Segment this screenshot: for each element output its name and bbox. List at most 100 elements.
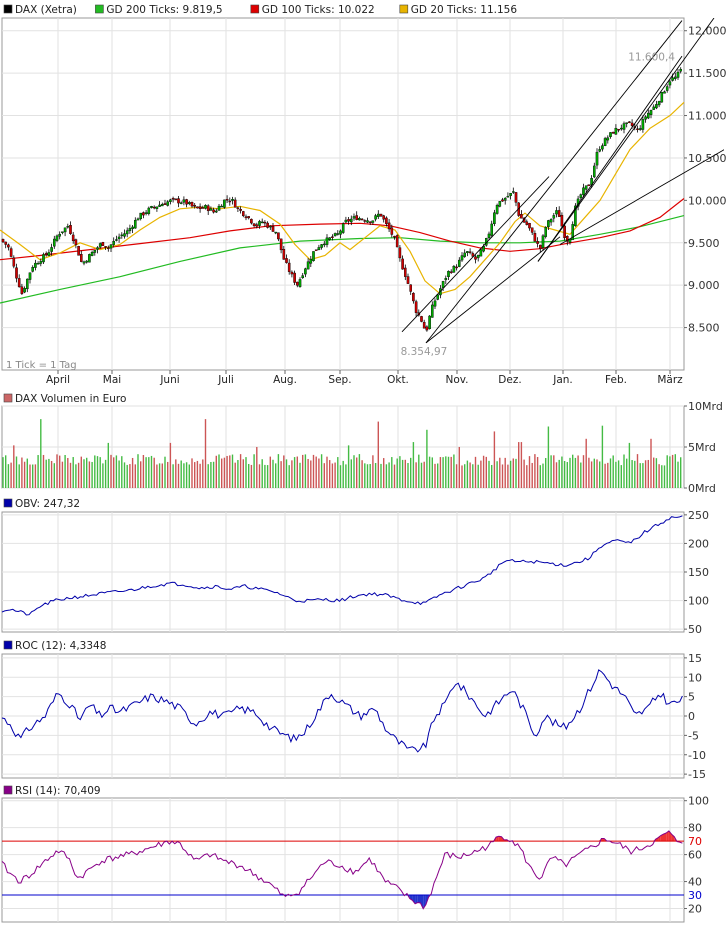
- candle-body: [37, 263, 39, 264]
- rsi-legend-swatch-0: [4, 786, 12, 794]
- price-legend-swatch-0: [4, 5, 12, 13]
- volume-bar: [410, 458, 411, 488]
- volume-bar: [469, 462, 470, 488]
- volume-bar: [224, 458, 225, 488]
- volume-bar: [488, 461, 489, 488]
- volume-bar: [91, 462, 92, 488]
- candle-body: [161, 204, 163, 206]
- candle-body: [140, 213, 142, 219]
- price-ytick-label: 11.500: [688, 67, 726, 80]
- volume-bar: [164, 457, 165, 488]
- volume-bar: [475, 457, 476, 488]
- candle-body: [69, 225, 71, 234]
- volume-bar: [464, 464, 465, 488]
- volume-bar: [2, 457, 3, 488]
- volume-bar: [399, 456, 400, 488]
- volume-bar: [213, 462, 214, 488]
- volume-bar: [518, 442, 519, 488]
- candle-body: [164, 203, 166, 204]
- candle-body: [132, 227, 134, 229]
- volume-bar: [307, 459, 308, 488]
- candle-body: [580, 195, 582, 198]
- rsi-ytick-label: 20: [688, 903, 702, 916]
- volume-bar: [253, 454, 254, 488]
- volume-bar: [13, 445, 14, 488]
- volume-bar: [556, 462, 557, 488]
- candle-body: [272, 226, 274, 231]
- candle-body: [410, 285, 412, 292]
- volume-bar: [351, 459, 352, 488]
- candle-body: [145, 213, 147, 214]
- candle-body: [194, 205, 196, 206]
- candle-body: [199, 207, 201, 209]
- candle-body: [234, 200, 236, 207]
- volume-bar: [526, 465, 527, 488]
- candle-body: [299, 279, 301, 286]
- candle-body: [555, 210, 557, 214]
- volume-bar: [43, 455, 44, 488]
- volume-bar: [110, 455, 111, 488]
- candle-body: [361, 219, 363, 220]
- volume-bar: [594, 459, 595, 488]
- volume-bar: [267, 465, 268, 488]
- candle-body: [175, 199, 177, 200]
- candle-body: [221, 206, 223, 207]
- volume-bar: [480, 461, 481, 488]
- volume-bar: [302, 455, 303, 488]
- candle-body: [115, 240, 117, 241]
- volume-bar: [67, 458, 68, 488]
- volume-bar: [162, 463, 163, 488]
- volume-bar: [378, 422, 379, 488]
- volume-bar: [156, 465, 157, 488]
- candle-body: [480, 250, 482, 257]
- candle-body: [515, 192, 517, 202]
- volume-bar: [575, 458, 576, 488]
- volume-bar: [613, 455, 614, 488]
- volume-bar: [127, 465, 128, 488]
- candle-body: [655, 104, 657, 108]
- candle-body: [80, 254, 82, 261]
- candle-body: [331, 237, 333, 238]
- candle-body: [267, 223, 269, 227]
- volume-bar: [532, 463, 533, 488]
- obv-ytick-label: 250: [688, 509, 709, 522]
- rsi-ytick-label: 100: [688, 795, 709, 808]
- candle-body: [588, 185, 590, 186]
- price-legend-label-1: GD 200 Ticks: 9.819,5: [106, 4, 222, 16]
- candle-body: [369, 222, 371, 223]
- volume-bar: [262, 459, 263, 488]
- roc-ytick-label: 0: [688, 710, 695, 723]
- candle-body: [159, 205, 161, 207]
- volume-bar: [553, 455, 554, 488]
- rsi-plot-area: [2, 798, 684, 922]
- candle-body: [350, 219, 352, 222]
- volume-bar: [448, 457, 449, 488]
- volume-bar: [664, 465, 665, 488]
- candle-body: [461, 256, 463, 261]
- candle-body: [156, 207, 158, 209]
- roc-legend-label-0: ROC (12): 4,3348: [15, 640, 106, 652]
- month-label: April: [46, 374, 70, 386]
- volume-bar: [86, 458, 87, 488]
- rsi-ytick-label: 80: [688, 822, 702, 835]
- volume-bar: [194, 462, 195, 488]
- candle-body: [404, 268, 406, 277]
- candle-body: [493, 213, 495, 224]
- candle-body: [423, 322, 425, 328]
- volume-bar: [499, 458, 500, 488]
- volume-bar: [345, 464, 346, 488]
- candle-body: [447, 271, 449, 277]
- volume-bar: [494, 431, 495, 488]
- candle-body: [318, 247, 320, 249]
- volume-bar: [240, 454, 241, 488]
- candle-body: [396, 235, 398, 247]
- volume-bar: [334, 463, 335, 488]
- candle-body: [564, 226, 566, 238]
- volume-bar: [259, 464, 260, 488]
- candle-body: [105, 246, 107, 247]
- price-legend-label-0: DAX (Xetra): [15, 4, 77, 16]
- volume-bar: [181, 461, 182, 488]
- candle-body: [445, 278, 447, 280]
- volume-bar: [83, 459, 84, 488]
- volume-bar: [588, 458, 589, 488]
